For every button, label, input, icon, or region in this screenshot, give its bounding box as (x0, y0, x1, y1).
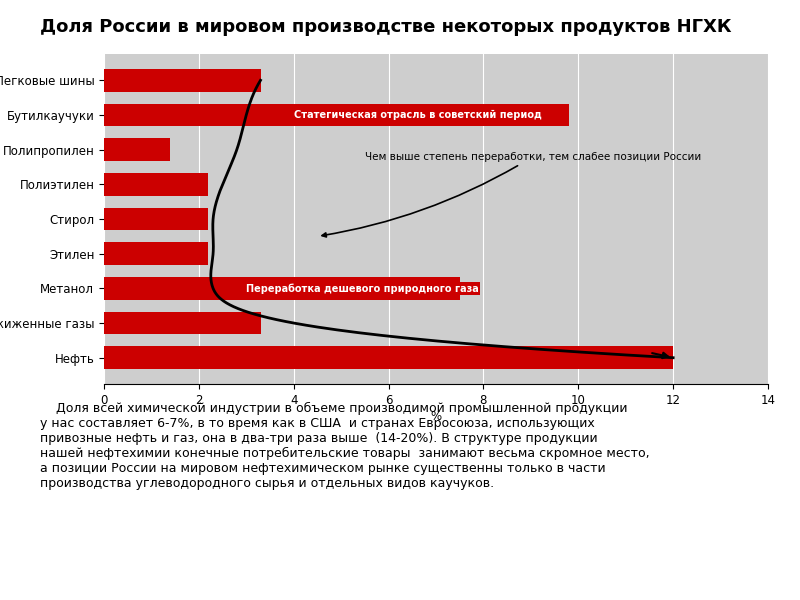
X-axis label: %: % (430, 409, 442, 422)
Bar (104, 312, 261, 334)
Bar (104, 104, 569, 126)
Text: Доля России в мировом производстве некоторых продуктов НГХК: Доля России в мировом производстве некот… (40, 18, 731, 36)
Bar (104, 208, 208, 230)
Bar (104, 173, 208, 196)
Bar (104, 277, 460, 299)
Bar (104, 69, 261, 92)
Text: Переработка дешевого природного газа: Переработка дешевого природного газа (246, 283, 479, 293)
Text: Статегическая отрасль в советский период: Статегическая отрасль в советский период (294, 110, 542, 120)
Text: Доля всей химической индустрии в объеме производимой промышленной продукции
у на: Доля всей химической индустрии в объеме … (40, 402, 650, 490)
Bar (104, 139, 170, 161)
Bar (104, 242, 208, 265)
Text: Чем выше степень переработки, тем слабее позиции России: Чем выше степень переработки, тем слабее… (322, 152, 701, 237)
Bar (104, 346, 673, 369)
